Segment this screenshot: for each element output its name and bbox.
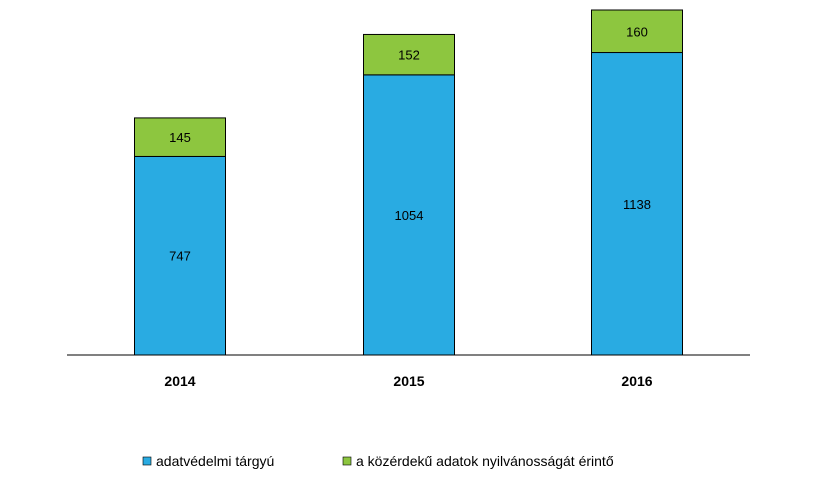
legend-label-adatvedelmi: adatvédelmi tárgyú: [156, 453, 274, 469]
data-label-2015-series-0: 1054: [395, 208, 424, 223]
bar-2016-series-0: [591, 52, 683, 356]
data-label-2014-series-1: 145: [169, 130, 191, 145]
x-tick-label-2016: 2016: [621, 373, 652, 389]
bar-2014-series-0: [134, 155, 226, 356]
legend-swatch-adatvedelmi: [142, 456, 152, 466]
data-label-2016-series-0: 1138: [623, 197, 651, 212]
legend-label-kozerdeku: a közérdekű adatok nyilvánosságát érintő: [356, 453, 614, 469]
x-tick-labels: 2014 2015 2016: [164, 373, 652, 389]
data-label-2015-series-1: 152: [398, 48, 420, 63]
bars-group: 747 145 1054 152 1138 160: [134, 9, 683, 356]
bar-2015-series-1: [363, 33, 455, 76]
legend-swatch-kozerdeku: [342, 456, 352, 466]
x-tick-label-2015: 2015: [393, 373, 424, 389]
data-label-2016-series-1: 160: [626, 24, 648, 39]
x-tick-label-2014: 2014: [164, 373, 195, 389]
bar-2014-series-1: [134, 117, 226, 157]
bar-2016-series-1: [591, 9, 683, 54]
legend: adatvédelmi tárgyú a közérdekű adatok ny…: [142, 453, 614, 469]
data-label-2014-series-0: 747: [169, 249, 191, 264]
